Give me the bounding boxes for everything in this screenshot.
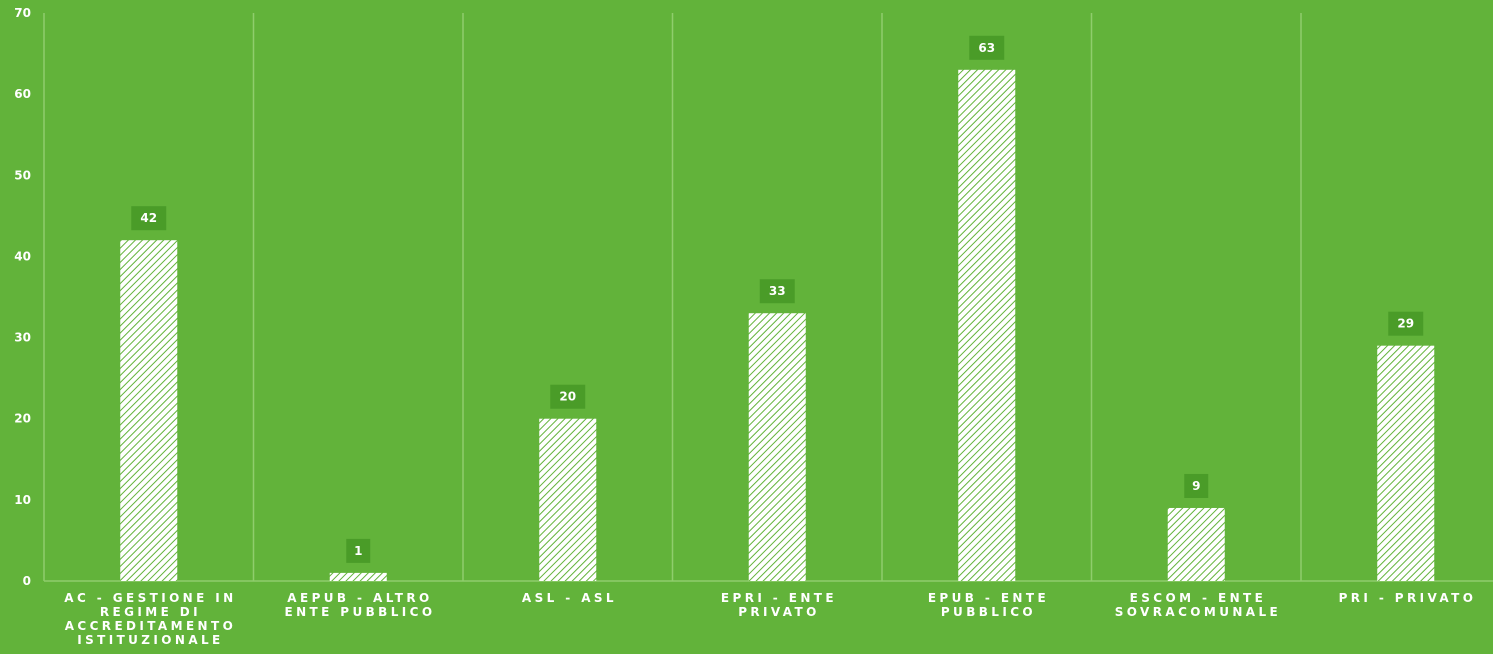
bar — [1167, 507, 1225, 581]
y-tick-label: 20 — [14, 412, 31, 426]
x-tick-label: SOVRACOMUNALE — [1115, 605, 1281, 619]
data-label-box — [550, 384, 586, 409]
data-label: 20 — [559, 390, 576, 404]
data-label-box — [969, 35, 1005, 60]
data-label: 33 — [769, 284, 786, 298]
data-label: 42 — [140, 211, 157, 225]
x-tick-label: ISTITUZIONALE — [77, 633, 223, 647]
y-tick-label: 60 — [14, 87, 31, 101]
x-tick-label: ACCREDITAMENTO — [65, 619, 236, 633]
x-tick-label: ENTE PUBBLICO — [284, 605, 435, 619]
bar — [120, 240, 178, 581]
x-tick-label: PUBBLICO — [941, 605, 1036, 619]
category-separators — [43, 13, 1302, 581]
y-tick-label: 70 — [14, 6, 31, 20]
y-axis-ticks: 0 10 20 30 40 50 60 70 — [14, 6, 31, 588]
x-tick-label: REGIME DI — [100, 605, 201, 619]
x-tick-label: AEPUB - ALTRO — [287, 591, 432, 605]
y-tick-label: 50 — [14, 168, 31, 182]
x-tick-label: EPUB - ENTE — [928, 591, 1049, 605]
bar — [539, 418, 597, 581]
data-label-box — [1388, 311, 1424, 336]
bar — [958, 69, 1016, 582]
bar — [748, 313, 806, 581]
y-tick-label: 40 — [14, 249, 31, 263]
data-label-box — [346, 538, 371, 563]
data-label: 9 — [1192, 479, 1200, 493]
data-label-box — [759, 279, 795, 304]
x-tick-label: ESCOM - ENTE — [1130, 591, 1267, 605]
data-label: 1 — [354, 544, 362, 558]
data-label-box — [1184, 473, 1209, 498]
x-tick-label: AC - GESTIONE IN — [64, 591, 236, 605]
bars — [120, 69, 1435, 582]
y-tick-label: 0 — [23, 574, 31, 588]
data-label: 29 — [1397, 317, 1414, 331]
bar — [1377, 345, 1435, 581]
x-tick-label: ASL - ASL — [522, 591, 617, 605]
data-label: 63 — [978, 41, 995, 55]
data-label-box — [131, 206, 167, 231]
x-tick-label: EPRI - ENTE — [721, 591, 837, 605]
bar — [329, 572, 387, 581]
x-tick-label: PRIVATO — [738, 605, 820, 619]
y-tick-label: 10 — [14, 493, 31, 507]
x-tick-label: PRI - PRIVATO — [1339, 591, 1477, 605]
y-tick-label: 30 — [14, 331, 31, 345]
data-labels: 42 1 20 33 63 9 29 — [131, 35, 1424, 563]
